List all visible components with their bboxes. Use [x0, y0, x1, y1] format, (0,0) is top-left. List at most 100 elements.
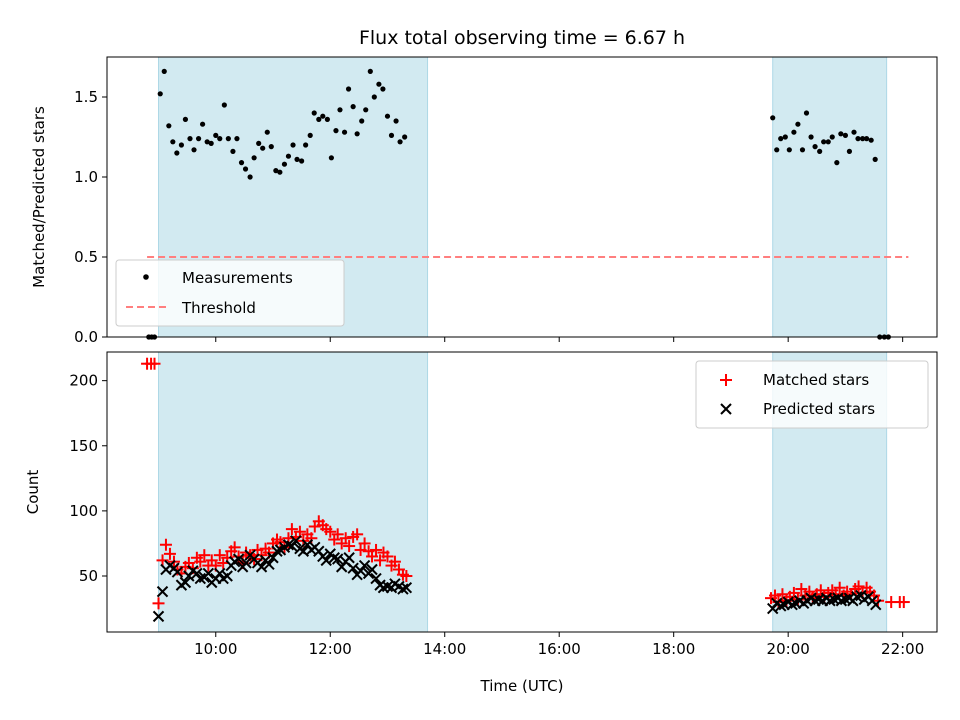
matched-point: [769, 589, 782, 602]
measurement-point: [234, 136, 240, 142]
predicted-point: [282, 539, 295, 551]
matched-point: [343, 540, 356, 553]
predicted-point-b: [358, 559, 371, 572]
count-marks: [141, 357, 910, 623]
predicted-point-b: [370, 572, 382, 585]
predicted-point-b: [255, 561, 268, 573]
predicted-point-b: [331, 553, 344, 565]
count-x-ticks: 10:00 12:00 14:00 16:00 18:00 20:00 22:00: [194, 632, 924, 658]
measurement-point: [328, 155, 334, 161]
ratio-y-ticks: 0.0 0.5 1.0 1.5: [74, 88, 107, 346]
measurement-point: [803, 110, 810, 116]
predicted-point: [370, 572, 382, 585]
matched-point: [213, 549, 226, 562]
predicted-point: [320, 554, 332, 567]
measurement-point: [817, 148, 823, 154]
measurement-point: [178, 142, 185, 148]
measurement-point: [782, 134, 788, 140]
measurement-point: [341, 129, 348, 135]
matched-point: [148, 357, 161, 370]
measurement-point: [166, 123, 172, 129]
measurement-point: [859, 136, 866, 142]
predicted-point-b: [381, 580, 394, 593]
predicted-point-b: [263, 558, 275, 570]
measurement-point: [204, 139, 210, 145]
matched-point: [351, 528, 364, 541]
matched-point: [194, 555, 207, 568]
measurement-point: [242, 166, 249, 172]
measurement-point: [213, 132, 219, 138]
measurement-point: [380, 86, 386, 92]
observing-window-2: [772, 56, 888, 338]
measurement-point: [774, 147, 780, 153]
legend-matched-marker: [720, 374, 732, 386]
predicted-point-b: [156, 585, 169, 598]
measurement-point: [350, 104, 356, 110]
legend-cross: [720, 403, 732, 415]
predicted-point: [191, 567, 203, 580]
measurement-point: [842, 132, 849, 138]
measurement-point: [359, 118, 365, 124]
predicted-point: [343, 552, 355, 564]
matched-point: [776, 588, 789, 601]
y-tick-label: 50: [79, 567, 98, 585]
measurement-point: [846, 148, 853, 154]
matched-point: [324, 525, 337, 538]
legend-threshold-label: Threshold: [181, 299, 256, 317]
measurement-point: [182, 116, 189, 122]
measurement-point: [199, 121, 206, 127]
measurement-point: [863, 136, 870, 142]
matched-point: [897, 596, 910, 609]
measurement-point: [187, 136, 193, 142]
legend-cross-b: [720, 403, 732, 415]
measurement-point: [770, 115, 776, 121]
matched-point: [852, 580, 865, 593]
matched-point: [159, 538, 172, 551]
measurement-point: [363, 107, 369, 113]
measurement-point: [221, 102, 227, 108]
ratio-legend: Measurements Threshold: [115, 259, 345, 327]
measurement-point: [281, 161, 288, 167]
x-tick-label: 12:00: [309, 640, 352, 658]
predicted-point-b: [320, 554, 332, 567]
measurement-point: [834, 160, 840, 166]
legend-predicted-marker: [720, 403, 732, 415]
measurement-point: [217, 136, 223, 142]
predicted-point: [271, 545, 283, 557]
x-tick-label: 20:00: [767, 640, 810, 658]
predicted-point-b: [328, 552, 340, 564]
matched-point: [381, 550, 394, 563]
matched-point: [152, 597, 165, 610]
matched-point: [156, 554, 169, 567]
measurement-point: [208, 140, 214, 146]
measurement-point: [345, 86, 352, 92]
measurement-point: [311, 110, 317, 116]
predicted-point: [358, 559, 371, 572]
x-tick-label: 14:00: [423, 640, 466, 658]
predicted-point-b: [232, 553, 245, 565]
x-tick-label: 10:00: [194, 640, 237, 658]
matched-point: [285, 523, 298, 536]
y-tick-label: 1.5: [74, 88, 98, 106]
matched-point: [370, 543, 383, 556]
measurement-point: [825, 139, 831, 145]
legend-plus: [720, 374, 732, 386]
matched-point: [358, 537, 371, 550]
legend-predicted-label: Predicted stars: [763, 400, 875, 418]
predicted-point: [870, 598, 882, 611]
matched-point: [354, 543, 367, 556]
measurement-point: [251, 155, 257, 161]
predicted-point: [202, 567, 215, 580]
ratio-legend-box: [115, 259, 345, 327]
predicted-point: [397, 583, 409, 595]
measurement-point: [170, 139, 176, 145]
count-legend: Matched stars Predicted stars: [695, 360, 929, 429]
predicted-point-b: [240, 557, 252, 569]
measurement-point: [273, 168, 279, 174]
measurement-point: [324, 116, 330, 122]
predicted-point-b: [171, 566, 184, 578]
matched-point: [366, 550, 379, 563]
measurement-point: [256, 140, 262, 146]
count-panel: 10:00 12:00 14:00 16:00 18:00 20:00 22:00 50 10…: [24, 351, 938, 658]
ratio-marks: [146, 68, 909, 340]
